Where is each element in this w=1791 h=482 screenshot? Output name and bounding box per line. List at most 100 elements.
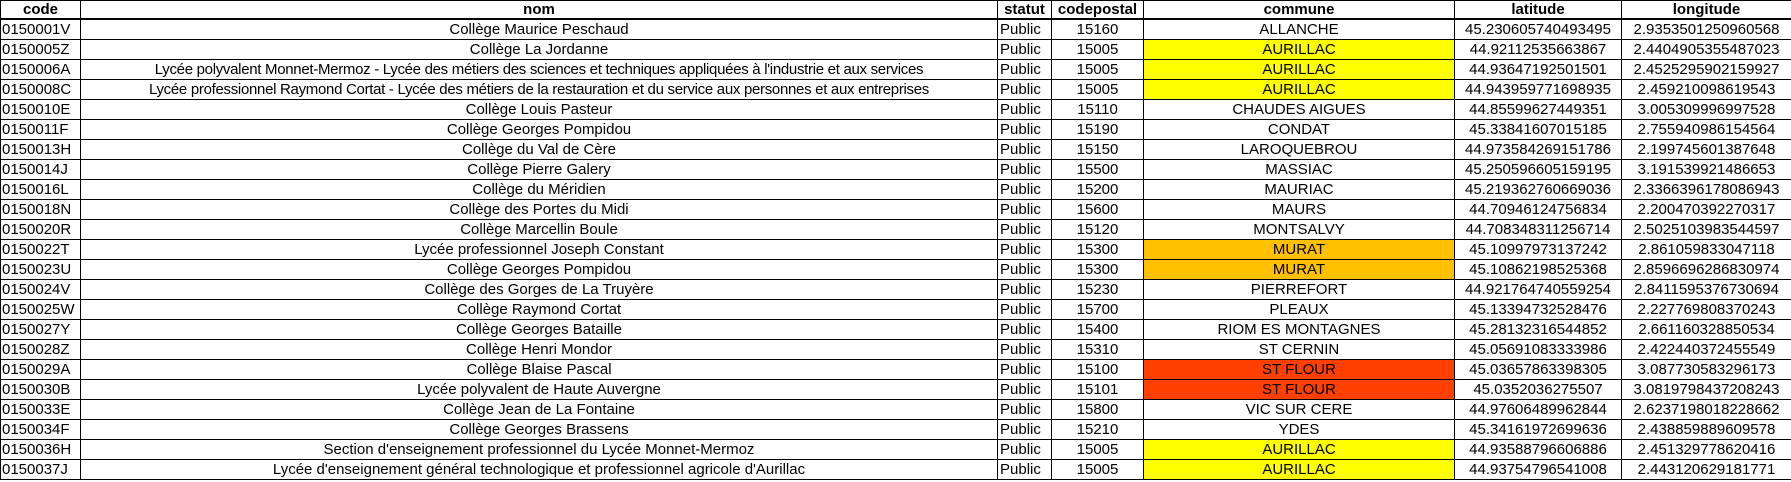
cell-latitude[interactable]: 44.85599627449351 [1454,99,1622,120]
cell-commune[interactable]: MASSIAC [1143,159,1455,180]
cell-codepostal[interactable]: 15190 [1051,119,1144,140]
cell-statut[interactable]: Public [997,319,1052,340]
cell-latitude[interactable]: 44.70946124756834 [1454,199,1622,220]
cell-commune[interactable]: ST CERNIN [1143,339,1455,360]
cell-commune[interactable]: AURILLAC [1143,59,1455,80]
cell-longitude[interactable]: 2.6237198018228662 [1621,399,1791,420]
cell-longitude[interactable]: 3.0819798437208243 [1621,379,1791,400]
cell-nom[interactable]: Collège Georges Pompidou [80,259,998,280]
cell-statut[interactable]: Public [997,459,1052,480]
cell-code[interactable]: 0150011F [0,119,81,140]
cell-statut[interactable]: Public [997,419,1052,440]
cell-longitude[interactable]: 2.422440372455549 [1621,339,1791,360]
cell-statut[interactable]: Public [997,159,1052,180]
cell-commune[interactable]: AURILLAC [1143,459,1455,480]
cell-codepostal[interactable]: 15800 [1051,399,1144,420]
cell-codepostal[interactable]: 15200 [1051,179,1144,200]
cell-commune[interactable]: RIOM ES MONTAGNES [1143,319,1455,340]
cell-statut[interactable]: Public [997,119,1052,140]
cell-statut[interactable]: Public [997,199,1052,220]
cell-latitude[interactable]: 45.05691083333986 [1454,339,1622,360]
cell-codepostal[interactable]: 15005 [1051,59,1144,80]
cell-longitude[interactable]: 2.451329778620416 [1621,439,1791,460]
cell-latitude[interactable]: 44.93647192501501 [1454,59,1622,80]
cell-nom[interactable]: Section d'enseignement professionnel du … [80,439,998,460]
cell-codepostal[interactable]: 15700 [1051,299,1144,320]
cell-code[interactable]: 0150030B [0,379,81,400]
cell-nom[interactable]: Collège Blaise Pascal [80,359,998,380]
cell-codepostal[interactable]: 15300 [1051,239,1144,260]
cell-statut[interactable]: Public [997,259,1052,280]
cell-codepostal[interactable]: 15150 [1051,139,1144,160]
cell-nom[interactable]: Collège du Val de Cère [80,139,998,160]
cell-code[interactable]: 0150010E [0,99,81,120]
cell-commune[interactable]: PLEAUX [1143,299,1455,320]
cell-commune[interactable]: YDES [1143,419,1455,440]
cell-longitude[interactable]: 3.191539921486653 [1621,159,1791,180]
cell-statut[interactable]: Public [997,299,1052,320]
cell-nom[interactable]: Collège Henri Mondor [80,339,998,360]
cell-longitude[interactable]: 3.005309996997528 [1621,99,1791,120]
column-header-longitude[interactable]: longitude [1621,0,1791,20]
cell-code[interactable]: 0150029A [0,359,81,380]
cell-nom[interactable]: Collège Jean de La Fontaine [80,399,998,420]
cell-statut[interactable]: Public [997,399,1052,420]
cell-latitude[interactable]: 44.93588796606886 [1454,439,1622,460]
cell-code[interactable]: 0150006A [0,59,81,80]
cell-nom[interactable]: Collège Marcellin Boule [80,219,998,240]
column-header-latitude[interactable]: latitude [1454,0,1622,20]
cell-latitude[interactable]: 45.34161972699636 [1454,419,1622,440]
column-header-commune[interactable]: commune [1143,0,1455,20]
cell-code[interactable]: 0150001V [0,18,81,40]
cell-commune[interactable]: AURILLAC [1143,79,1455,100]
cell-latitude[interactable]: 45.03657863398305 [1454,359,1622,380]
cell-longitude[interactable]: 2.3366396178086943 [1621,179,1791,200]
cell-latitude[interactable]: 45.33841607015185 [1454,119,1622,140]
cell-codepostal[interactable]: 15005 [1051,459,1144,480]
cell-commune[interactable]: VIC SUR CERE [1143,399,1455,420]
cell-code[interactable]: 0150036H [0,439,81,460]
cell-codepostal[interactable]: 15400 [1051,319,1144,340]
cell-latitude[interactable]: 44.93754796541008 [1454,459,1622,480]
cell-codepostal[interactable]: 15600 [1051,199,1144,220]
cell-code[interactable]: 0150014J [0,159,81,180]
cell-statut[interactable]: Public [997,339,1052,360]
cell-nom[interactable]: Collège du Méridien [80,179,998,200]
column-header-nom[interactable]: nom [80,0,998,20]
cell-nom[interactable]: Collège Georges Brassens [80,419,998,440]
cell-codepostal[interactable]: 15160 [1051,18,1144,40]
cell-nom[interactable]: Collège Maurice Peschaud [80,18,998,40]
cell-longitude[interactable]: 2.8596696286830974 [1621,259,1791,280]
cell-nom[interactable]: Collège Georges Bataille [80,319,998,340]
cell-longitude[interactable]: 2.4404905355487023 [1621,39,1791,60]
cell-statut[interactable]: Public [997,139,1052,160]
cell-commune[interactable]: MURAT [1143,239,1455,260]
cell-nom[interactable]: Collège Georges Pompidou [80,119,998,140]
cell-nom[interactable]: Lycée polyvalent Monnet-Mermoz - Lycée d… [80,59,998,80]
cell-code[interactable]: 0150023U [0,259,81,280]
cell-latitude[interactable]: 44.943959771698935 [1454,79,1622,100]
cell-statut[interactable]: Public [997,79,1052,100]
cell-nom[interactable]: Lycée d'enseignement général technologiq… [80,459,998,480]
cell-latitude[interactable]: 44.97606489962844 [1454,399,1622,420]
cell-nom[interactable]: Lycée professionnel Raymond Cortat - Lyc… [80,79,998,100]
cell-commune[interactable]: MAURS [1143,199,1455,220]
column-header-codepostal[interactable]: codepostal [1051,0,1144,20]
cell-commune[interactable]: AURILLAC [1143,39,1455,60]
cell-longitude[interactable]: 2.459210098619543 [1621,79,1791,100]
cell-statut[interactable]: Public [997,279,1052,300]
cell-codepostal[interactable]: 15500 [1051,159,1144,180]
cell-nom[interactable]: Collège Raymond Cortat [80,299,998,320]
cell-commune[interactable]: CHAUDES AIGUES [1143,99,1455,120]
cell-statut[interactable]: Public [997,59,1052,80]
cell-statut[interactable]: Public [997,239,1052,260]
cell-code[interactable]: 0150016L [0,179,81,200]
cell-codepostal[interactable]: 15210 [1051,419,1144,440]
cell-latitude[interactable]: 45.10862198525368 [1454,259,1622,280]
cell-commune[interactable]: MURAT [1143,259,1455,280]
cell-latitude[interactable]: 45.0352036275507 [1454,379,1622,400]
cell-longitude[interactable]: 2.227769808370243 [1621,299,1791,320]
cell-nom[interactable]: Lycée professionnel Joseph Constant [80,239,998,260]
cell-code[interactable]: 0150008C [0,79,81,100]
cell-codepostal[interactable]: 15120 [1051,219,1144,240]
